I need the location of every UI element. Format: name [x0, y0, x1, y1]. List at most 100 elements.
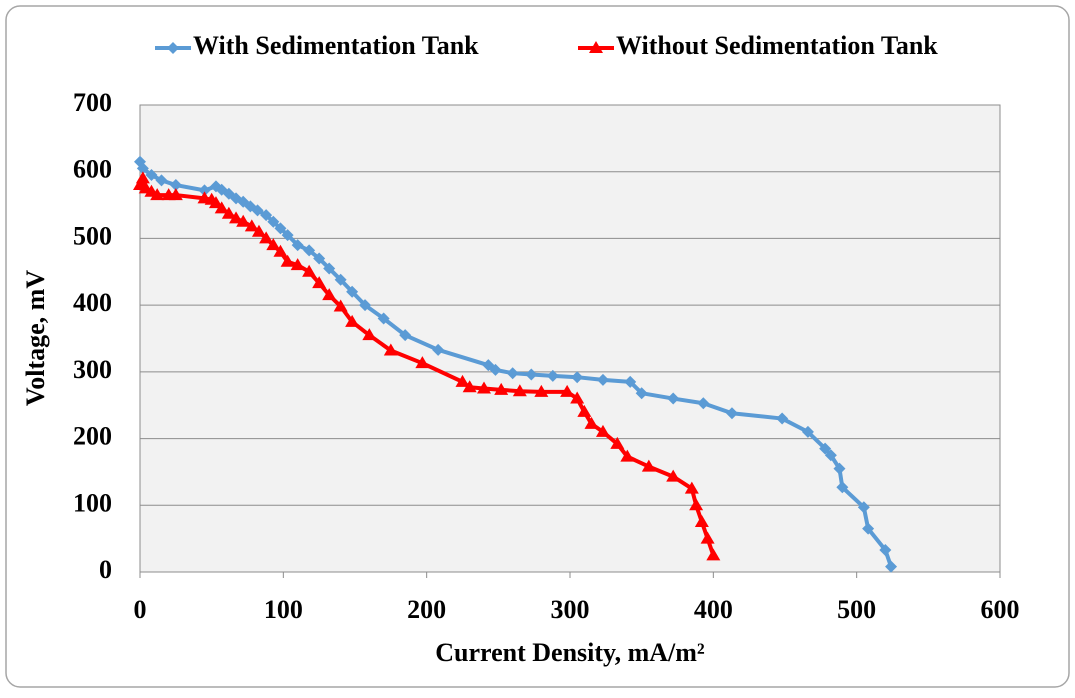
marker: [620, 449, 635, 462]
x-tick-label: 400: [694, 595, 733, 624]
marker: [801, 425, 814, 438]
marker: [684, 481, 699, 494]
marker: [345, 314, 360, 327]
marker: [415, 356, 430, 369]
marker: [346, 285, 359, 298]
y-tick-label: 600: [73, 155, 112, 184]
marker: [214, 201, 229, 214]
marker: [694, 514, 709, 527]
marker: [462, 380, 477, 393]
marker: [862, 522, 875, 535]
marker: [641, 459, 656, 472]
marker: [477, 381, 491, 394]
y-tick-label: 200: [73, 422, 112, 451]
legend-label: With Sedimentation Tank: [193, 31, 479, 60]
marker: [155, 174, 168, 187]
marker: [313, 252, 326, 265]
marker: [700, 531, 715, 544]
marker: [150, 188, 165, 201]
marker: [322, 288, 337, 301]
marker: [135, 171, 150, 184]
marker: [236, 214, 251, 227]
marker: [281, 229, 294, 242]
marker: [169, 179, 182, 192]
marker: [362, 328, 377, 341]
x-tick-label: 600: [981, 595, 1020, 624]
marker: [333, 299, 348, 312]
marker: [273, 244, 288, 257]
x-tick-label: 100: [264, 595, 303, 624]
marker: [610, 436, 625, 449]
marker: [506, 367, 519, 380]
marker: [584, 416, 599, 429]
marker: [136, 162, 149, 175]
marker: [274, 222, 287, 235]
x-tick-label: 0: [134, 595, 147, 624]
marker: [145, 169, 158, 182]
marker: [857, 501, 870, 514]
legend-label: Without Sedimentation Tank: [616, 31, 938, 60]
marker: [399, 329, 412, 342]
marker: [666, 469, 681, 482]
marker: [595, 424, 610, 437]
marker: [280, 254, 295, 267]
marker: [290, 258, 305, 271]
marker: [879, 543, 892, 556]
marker: [208, 196, 223, 209]
y-tick-label: 500: [73, 221, 112, 250]
marker: [221, 206, 236, 219]
marker: [259, 231, 274, 244]
y-tick-label: 400: [73, 288, 112, 317]
marker: [560, 384, 575, 397]
marker: [303, 244, 316, 257]
marker: [546, 369, 559, 382]
marker: [494, 382, 509, 395]
marker: [635, 387, 648, 400]
marker: [312, 276, 327, 289]
marker: [377, 312, 390, 325]
x-axis-title: Current Density, mA/m²: [435, 638, 705, 667]
marker: [534, 384, 549, 397]
marker: [885, 560, 898, 573]
x-tick-label: 500: [837, 595, 876, 624]
marker: [489, 363, 502, 376]
marker: [776, 412, 789, 425]
marker: [432, 343, 445, 356]
marker: [725, 407, 738, 420]
marker: [697, 397, 710, 410]
y-tick-label: 100: [73, 488, 112, 517]
marker: [291, 239, 304, 252]
marker: [596, 373, 609, 386]
y-tick-label: 300: [73, 355, 112, 384]
marker: [833, 462, 846, 475]
marker: [455, 374, 470, 387]
plot-area: [139, 104, 1001, 573]
x-tick-label: 200: [407, 595, 446, 624]
marker: [819, 442, 832, 455]
marker: [359, 299, 372, 312]
y-axis-title: Voltage, mV: [21, 270, 50, 406]
marker: [229, 211, 244, 224]
y-tick-label: 700: [73, 88, 112, 117]
marker: [571, 371, 584, 384]
x-tick-label: 300: [551, 595, 590, 624]
marker: [251, 204, 264, 217]
marker: [577, 404, 592, 417]
marker: [266, 238, 281, 251]
marker: [512, 384, 527, 397]
marker: [689, 498, 704, 511]
marker: [244, 219, 259, 232]
marker: [267, 215, 280, 228]
marker: [706, 548, 721, 561]
marker: [251, 224, 266, 237]
marker: [334, 273, 347, 286]
marker: [525, 368, 538, 381]
marker: [667, 392, 680, 405]
marker: [570, 391, 585, 404]
legend-marker: [589, 41, 603, 53]
y-tick-label: 0: [99, 555, 112, 584]
marker: [824, 449, 837, 462]
marker: [260, 209, 273, 222]
legend-marker: [167, 42, 179, 54]
